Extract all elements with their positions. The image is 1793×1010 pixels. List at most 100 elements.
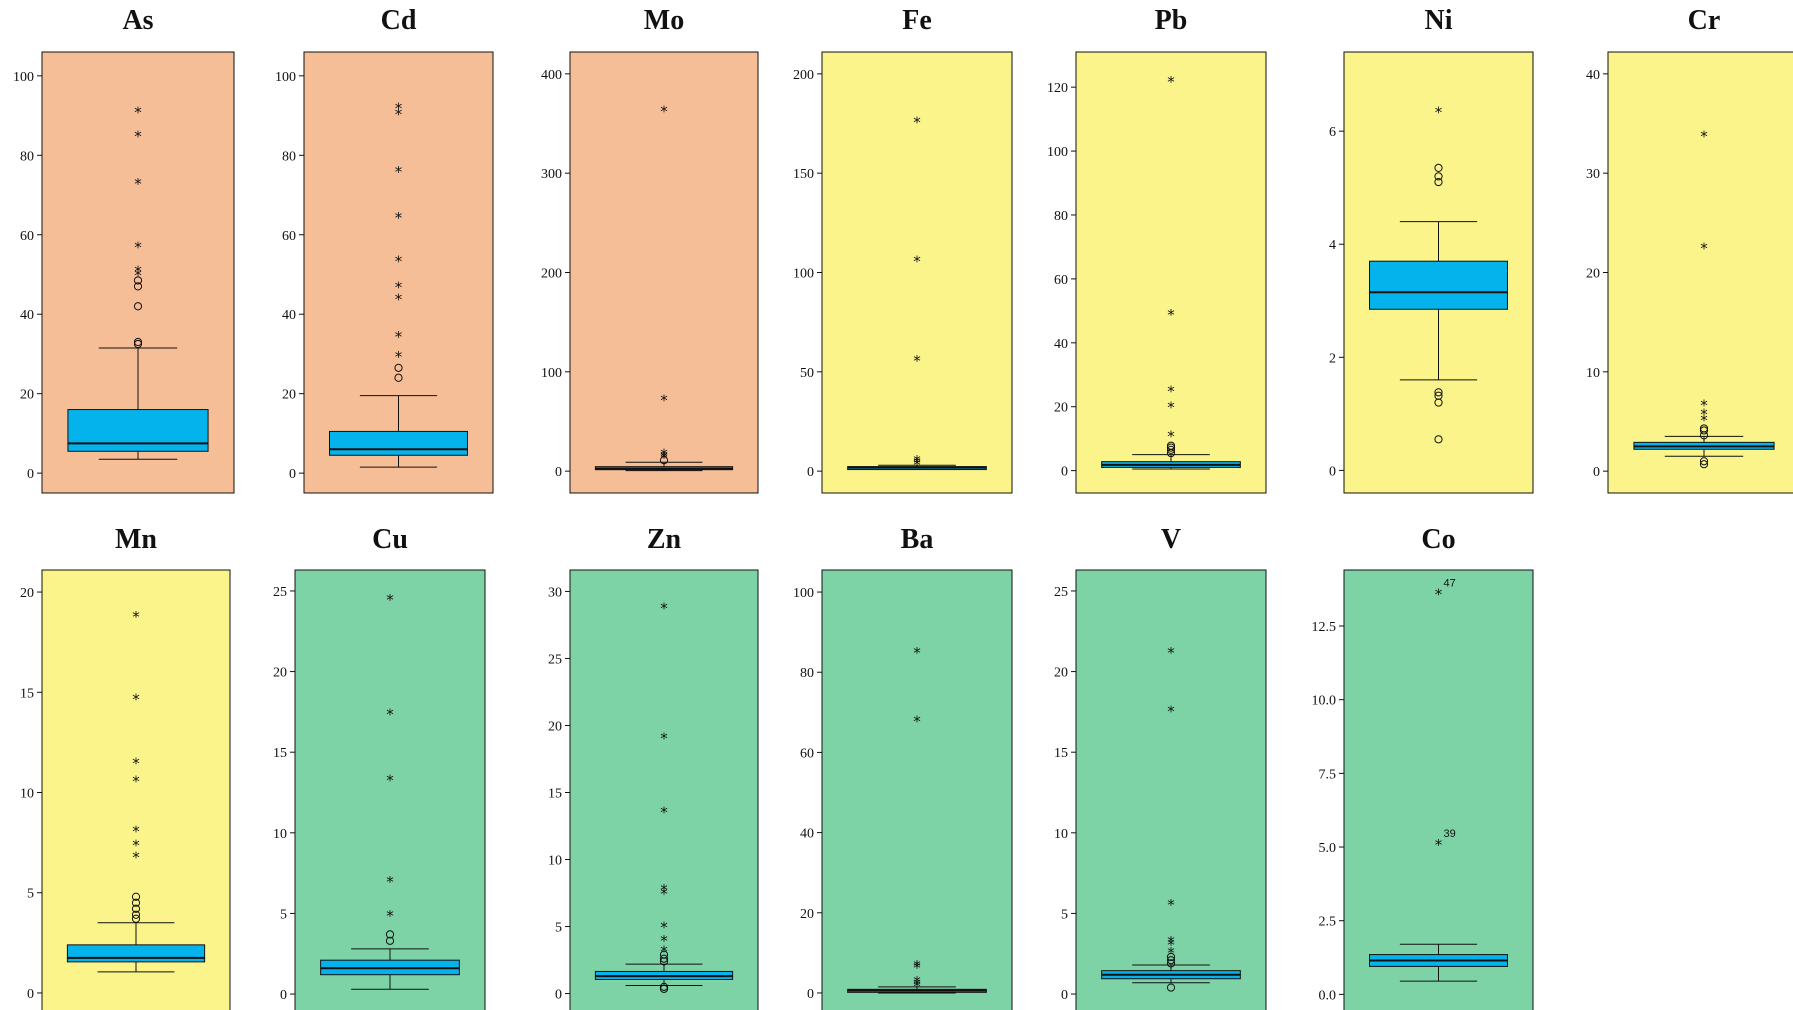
y-tick-label: 20 [800,907,814,922]
y-tick-label: 0 [289,467,296,482]
y-tick-label: 60 [800,746,814,761]
outlier-point [131,914,141,923]
extreme-point: * [913,644,921,662]
extreme-point: * [132,772,140,790]
y-tick-label: 5 [555,921,562,936]
y-tick-label: 40 [1586,68,1600,83]
y-tick-label: 15 [1054,746,1068,761]
extreme-point: * [1435,836,1443,854]
plot-area-cu [294,569,486,1010]
extreme-point: * [913,712,921,730]
panel-title-ba: Ba [901,524,934,555]
extreme-point: * [660,730,668,748]
extreme-point: * [913,959,921,977]
panel-title-pb: Pb [1155,5,1188,36]
panel-ni: Ni 0 2 4 6 * [1329,5,1534,494]
outlier-point [1434,391,1443,400]
extreme-point: * [1700,397,1708,415]
y-tick-label: 20 [1586,267,1600,282]
extreme-point: * [395,253,403,271]
y-tick-label: 40 [282,308,296,323]
y-tick-label: 120 [1047,81,1068,96]
y-tick-label: 400 [541,68,562,83]
panel-title-cr: Cr [1688,5,1721,36]
outlier-point [1699,424,1709,433]
extreme-point: * [660,943,668,961]
y-tick-label: 200 [541,267,562,282]
outlier-point [1166,445,1176,454]
case-label: 47 [1444,578,1456,590]
y-tick-label: 5 [280,907,287,922]
y-tick-label: 60 [1054,273,1068,288]
y-tick-label: 0 [1061,988,1068,1003]
y-tick-label: 12.5 [1312,620,1337,635]
plot-area-v [1075,569,1267,1010]
y-tick-label: 100 [13,70,34,85]
y-tick-label: 100 [793,267,814,282]
extreme-point: * [395,163,403,181]
outlier-point [659,982,669,991]
extreme-point: * [1167,427,1175,445]
outlier-point [385,936,395,945]
y-tick-label: 10 [20,787,34,802]
y-tick-label: 80 [20,149,34,164]
extreme-point: * [1167,702,1175,720]
y-tick-label: 0 [807,987,814,1002]
extreme-point: * [132,690,140,708]
outlier-point [1166,959,1176,968]
outlier-point [1699,457,1709,466]
extreme-point: * [395,209,403,227]
extreme-point: * [1435,103,1443,121]
plot-area-fe [821,51,1013,494]
extreme-point: * [913,978,921,996]
extreme-point: * [134,239,142,257]
outlier-point [133,337,143,347]
y-tick-label: 100 [793,586,814,601]
extreme-point: * [913,957,921,975]
outlier-point [131,904,141,913]
y-tick-label: 7.5 [1319,767,1337,782]
y-tick-label: 0 [555,988,562,1003]
plot-area-co [1343,569,1534,1010]
y-tick-label: 0.0 [1319,988,1337,1003]
extreme-point: * [660,932,668,950]
outlier-point [394,363,403,372]
extreme-point: * [395,328,403,346]
outlier-point [133,339,143,349]
y-tick-label: 10.0 [1312,694,1337,709]
outlier-point [659,984,669,993]
extreme-point: * [660,392,668,410]
y-tick-label: 0 [807,465,814,480]
y-tick-label: 0 [1329,464,1336,479]
outlier-point [133,282,143,291]
y-tick-label: 20 [282,388,296,403]
y-tick-label: 0 [555,465,562,480]
extreme-point: * [395,100,403,118]
extreme-point: * [913,352,921,370]
extreme-point: * [1167,306,1175,324]
extreme-point: * [1167,896,1175,914]
y-tick-label: 15 [20,686,34,701]
y-tick-label: 20 [1054,401,1068,416]
y-tick-label: 80 [282,149,296,164]
outlier-point [394,373,403,382]
outlier-point [659,954,669,963]
outlier-point [1699,426,1709,435]
extreme-point: * [660,885,668,903]
y-tick-label: 20 [548,719,562,734]
extreme-point: * [134,104,142,122]
y-tick-label: 200 [793,68,814,83]
outlier-point [131,910,141,919]
y-tick-label: 0 [1593,465,1600,480]
extreme-point: * [134,127,142,145]
y-tick-label: 15 [548,787,562,802]
panel-title-co: Co [1421,524,1455,555]
